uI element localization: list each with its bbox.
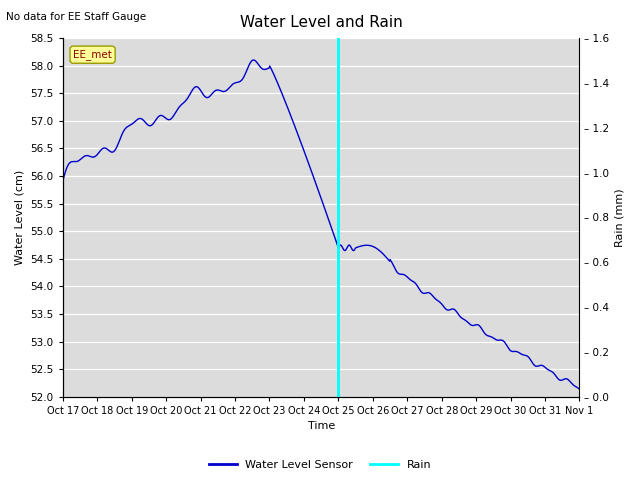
Legend: Water Level Sensor, Rain: Water Level Sensor, Rain: [204, 456, 436, 474]
X-axis label: Time: Time: [308, 421, 335, 432]
Water Level Sensor: [575, 386, 583, 392]
Y-axis label: Water Level (cm): Water Level (cm): [15, 170, 25, 265]
Water Level Sensor: [59, 179, 67, 184]
Water Level Sensor: [462, 318, 470, 324]
Water Level Sensor: [472, 322, 479, 328]
Water Level Sensor: [112, 146, 120, 152]
Y-axis label: Rain (mm): Rain (mm): [615, 188, 625, 247]
Text: No data for EE Staff Gauge: No data for EE Staff Gauge: [6, 12, 147, 22]
Water Level Sensor: [268, 68, 276, 74]
Line: Water Level Sensor: Water Level Sensor: [63, 60, 579, 389]
Title: Water Level and Rain: Water Level and Rain: [240, 15, 403, 30]
Water Level Sensor: [287, 113, 295, 119]
Water Level Sensor: [414, 284, 422, 290]
Water Level Sensor: [250, 57, 257, 63]
Text: EE_met: EE_met: [73, 49, 112, 60]
